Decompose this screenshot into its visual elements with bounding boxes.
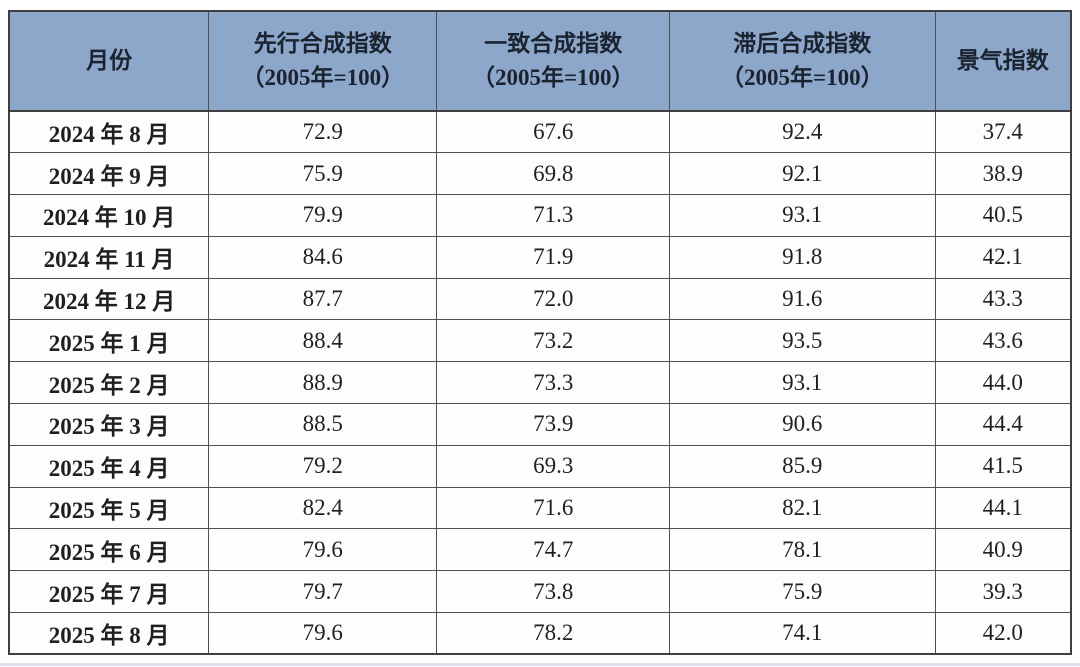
table-row: 2025 年 4 月 79.2 69.3 85.9 41.5 — [8, 444, 1072, 488]
value-cell: 93.1 — [669, 361, 936, 405]
month-cell: 2025 年 4 月 — [8, 444, 210, 488]
value-cell: 74.7 — [436, 528, 671, 572]
month-cell: 2024 年 11 月 — [8, 235, 210, 279]
value-cell: 43.6 — [934, 319, 1072, 363]
value-cell: 44.4 — [934, 403, 1072, 446]
value-cell: 71.3 — [436, 194, 671, 237]
value-cell: 40.9 — [934, 528, 1072, 572]
month-cell: 2024 年 10 月 — [8, 194, 210, 237]
month-cell: 2024 年 9 月 — [8, 152, 210, 196]
value-cell: 67.6 — [436, 110, 671, 154]
value-cell: 37.4 — [934, 110, 1072, 154]
table-row: 2025 年 5 月 82.4 71.6 82.1 44.1 — [8, 486, 1072, 530]
value-cell: 82.1 — [669, 486, 936, 530]
col-header-coincident-index: 一致合成指数 （2005年=100） — [436, 10, 671, 112]
table-row: 2024 年 11 月 84.6 71.9 91.8 42.1 — [8, 235, 1072, 279]
value-cell: 78.1 — [669, 528, 936, 572]
value-cell: 72.0 — [436, 277, 671, 321]
col-header-month: 月份 — [8, 10, 210, 112]
month-cell: 2025 年 2 月 — [8, 361, 210, 405]
value-cell: 88.5 — [208, 403, 438, 446]
value-cell: 73.3 — [436, 361, 671, 405]
month-cell: 2025 年 6 月 — [8, 528, 210, 572]
col-header-leading-index: 先行合成指数 （2005年=100） — [208, 10, 438, 112]
value-cell: 44.0 — [934, 361, 1072, 405]
value-cell: 69.3 — [436, 444, 671, 488]
value-cell: 44.1 — [934, 486, 1072, 530]
value-cell: 79.9 — [208, 194, 438, 237]
month-cell: 2024 年 12 月 — [8, 277, 210, 321]
table-row: 2025 年 6 月 79.6 74.7 78.1 40.9 — [8, 528, 1072, 572]
value-cell: 74.1 — [669, 612, 936, 655]
value-cell: 75.9 — [669, 570, 936, 614]
index-table: 月份 先行合成指数 （2005年=100） 一致合成指数 （2005年=100）… — [8, 10, 1072, 656]
value-cell: 79.7 — [208, 570, 438, 614]
value-cell: 85.9 — [669, 444, 936, 488]
value-cell: 71.6 — [436, 486, 671, 530]
table-row: 2025 年 2 月 88.9 73.3 93.1 44.0 — [8, 361, 1072, 405]
value-cell: 88.9 — [208, 361, 438, 405]
table-row: 2025 年 7 月 79.7 73.8 75.9 39.3 — [8, 570, 1072, 614]
table-header-row: 月份 先行合成指数 （2005年=100） 一致合成指数 （2005年=100）… — [8, 10, 1072, 112]
value-cell: 91.8 — [669, 235, 936, 279]
value-cell: 90.6 — [669, 403, 936, 446]
table-row: 2025 年 1 月 88.4 73.2 93.5 43.6 — [8, 319, 1072, 363]
value-cell: 82.4 — [208, 486, 438, 530]
value-cell: 73.9 — [436, 403, 671, 446]
value-cell: 71.9 — [436, 235, 671, 279]
table-row: 2024 年 10 月 79.9 71.3 93.1 40.5 — [8, 194, 1072, 237]
month-cell: 2025 年 1 月 — [8, 319, 210, 363]
value-cell: 38.9 — [934, 152, 1072, 196]
table-row: 2024 年 8 月 72.9 67.6 92.4 37.4 — [8, 110, 1072, 154]
value-cell: 69.8 — [436, 152, 671, 196]
value-cell: 92.1 — [669, 152, 936, 196]
month-cell: 2025 年 5 月 — [8, 486, 210, 530]
value-cell: 79.6 — [208, 528, 438, 572]
value-cell: 41.5 — [934, 444, 1072, 488]
value-cell: 42.0 — [934, 612, 1072, 655]
col-header-lagging-index: 滞后合成指数 （2005年=100） — [669, 10, 936, 112]
value-cell: 73.8 — [436, 570, 671, 614]
table-row: 2024 年 12 月 87.7 72.0 91.6 43.3 — [8, 277, 1072, 321]
value-cell: 88.4 — [208, 319, 438, 363]
value-cell: 39.3 — [934, 570, 1072, 614]
table-row: 2025 年 3 月 88.5 73.9 90.6 44.4 — [8, 403, 1072, 446]
value-cell: 93.5 — [669, 319, 936, 363]
value-cell: 91.6 — [669, 277, 936, 321]
value-cell: 79.6 — [208, 612, 438, 655]
table-row: 2024 年 9 月 75.9 69.8 92.1 38.9 — [8, 152, 1072, 196]
month-cell: 2024 年 8 月 — [8, 110, 210, 154]
value-cell: 78.2 — [436, 612, 671, 655]
bottom-edge-line — [0, 663, 1080, 666]
value-cell: 87.7 — [208, 277, 438, 321]
value-cell: 40.5 — [934, 194, 1072, 237]
value-cell: 92.4 — [669, 110, 936, 154]
month-cell: 2025 年 7 月 — [8, 570, 210, 614]
month-cell: 2025 年 8 月 — [8, 612, 210, 655]
table-body: 2024 年 8 月 72.9 67.6 92.4 37.4 2024 年 9 月 75.9… — [8, 110, 1072, 655]
col-header-prosperity-index: 景气指数 — [934, 10, 1072, 112]
value-cell: 79.2 — [208, 444, 438, 488]
value-cell: 73.2 — [436, 319, 671, 363]
value-cell: 93.1 — [669, 194, 936, 237]
value-cell: 42.1 — [934, 235, 1072, 279]
value-cell: 43.3 — [934, 277, 1072, 321]
value-cell: 75.9 — [208, 152, 438, 196]
value-cell: 72.9 — [208, 110, 438, 154]
month-cell: 2025 年 3 月 — [8, 403, 210, 446]
table-row: 2025 年 8 月 79.6 78.2 74.1 42.0 — [8, 612, 1072, 655]
value-cell: 84.6 — [208, 235, 438, 279]
